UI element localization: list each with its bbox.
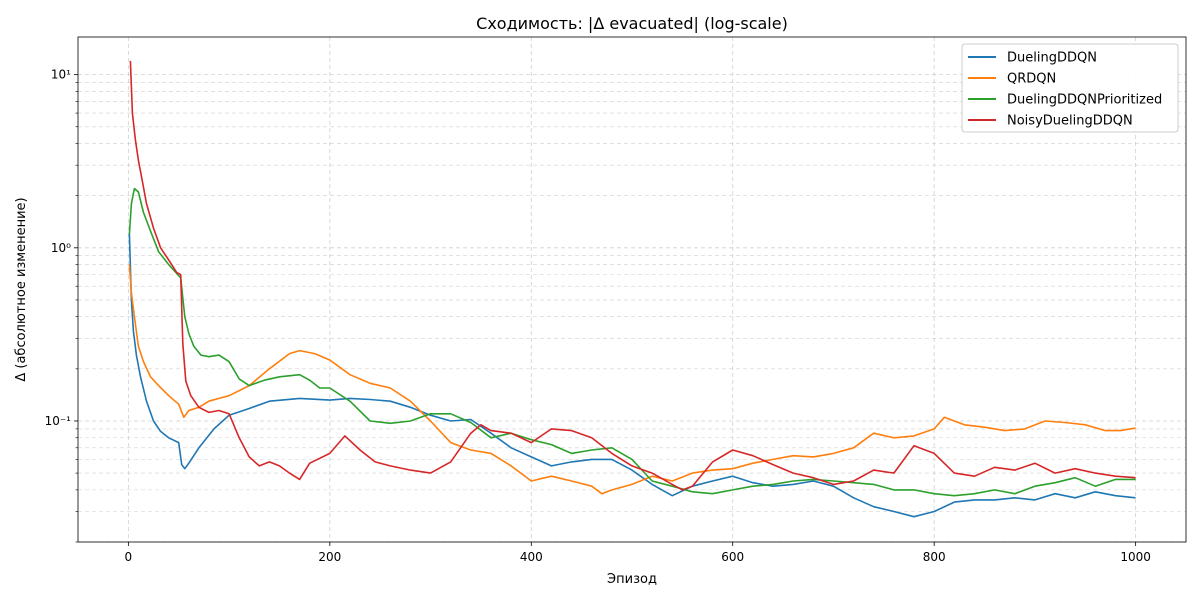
y-tick-label: 10⁻¹ [45,414,72,428]
chart-title: Сходимость: |Δ evacuated| (log-scale) [476,14,788,33]
x-tick-label: 400 [520,550,543,564]
legend-label: DuelingDDQNPrioritized [1007,93,1162,108]
series-line-DuelingDDQNPrioritized [128,187,1136,497]
legend-box [961,43,1179,133]
x-axis-ticks: 0 200 400 600 800 1000 [125,542,1151,564]
x-axis-label: Эпизод [607,572,657,587]
grid [78,37,1186,543]
series-lines [128,60,1136,518]
y-axis-label: Δ (абсолютное изменение) [14,197,29,381]
x-tick-label: 1000 [1120,550,1151,564]
x-tick-label: 0 [125,550,133,564]
x-tick-label: 200 [318,550,341,564]
y-tick-label: 10¹ [51,68,71,82]
x-tick-label: 600 [721,550,744,564]
y-axis-ticks: 10⁻¹ 10⁰ 10¹ [45,68,78,543]
series-line-DuelingDDQN [128,234,1136,518]
legend-label: QRDQN [1007,72,1056,87]
legend-label: DuelingDDQN [1007,51,1097,66]
series-line-QRDQN [128,264,1136,495]
legend: DuelingDDQN QRDQN DuelingDDQNPrioritized No… [961,43,1179,133]
legend-label: NoisyDuelingDDQN [1007,114,1133,129]
plot-frame [77,36,1187,543]
y-tick-label: 10⁰ [51,241,71,255]
x-tick-label: 800 [923,550,946,564]
series-line-NoisyDuelingDDQN [129,60,1136,491]
